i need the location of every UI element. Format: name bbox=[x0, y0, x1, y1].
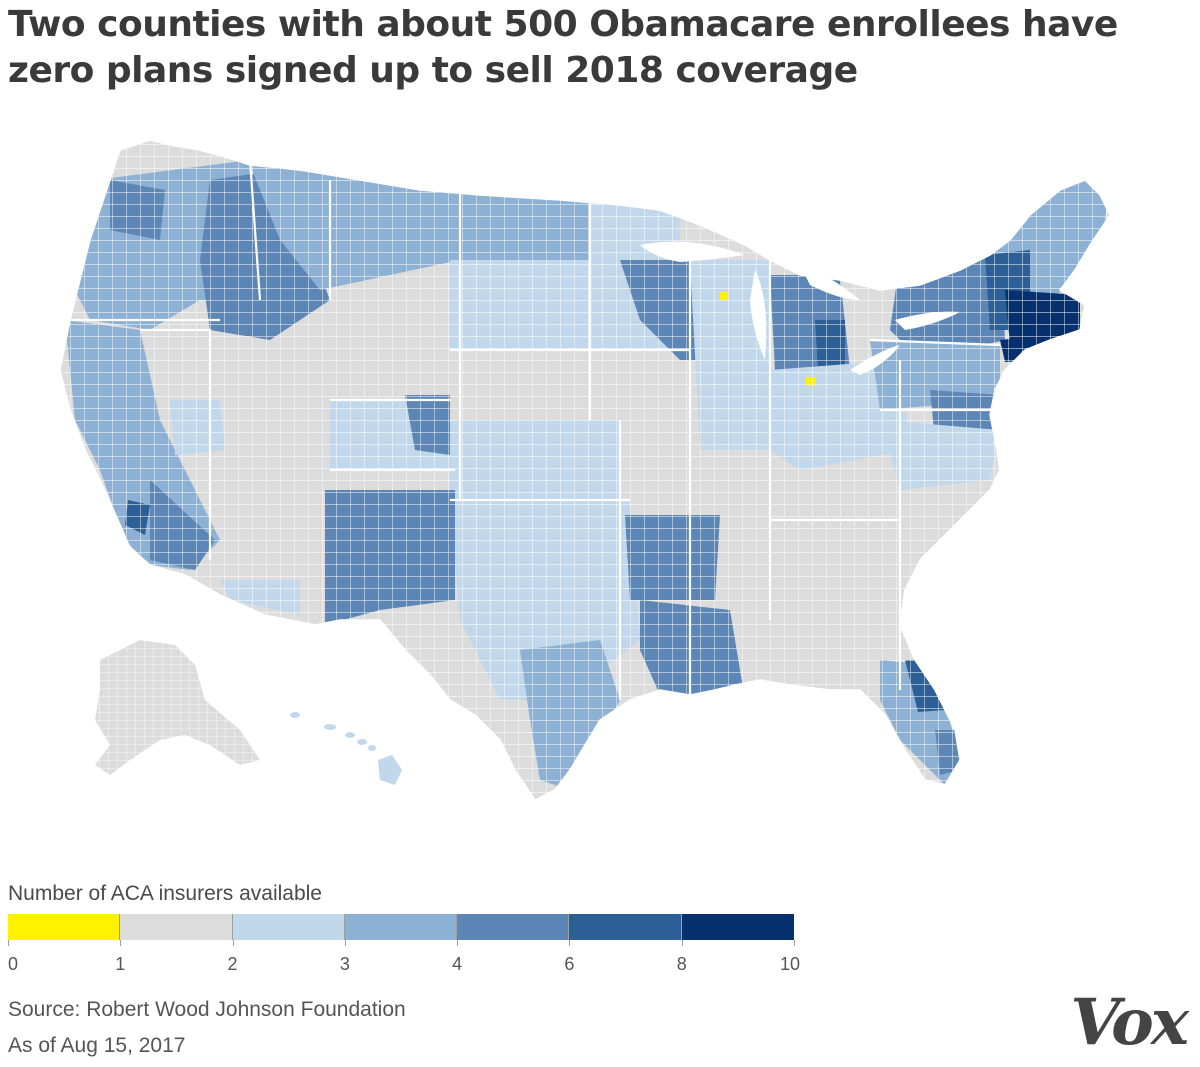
hawaii bbox=[290, 712, 402, 785]
legend-tick-label: 1 bbox=[115, 954, 126, 974]
legend-tick-label: 0 bbox=[8, 954, 19, 974]
legend-swatch bbox=[8, 914, 121, 940]
legend-tick-label: 4 bbox=[452, 954, 463, 974]
as-of-date: As of Aug 15, 2017 bbox=[8, 1034, 186, 1057]
legend-swatch bbox=[232, 914, 345, 940]
legend-swatch bbox=[569, 914, 682, 940]
vox-logo: Vox bbox=[1070, 985, 1189, 1060]
alaska bbox=[95, 640, 260, 775]
legend-tick-label: 2 bbox=[227, 954, 238, 974]
us-county-map bbox=[59, 139, 1111, 801]
legend-ticks: 0 1 2 3 4 6 8 10 bbox=[8, 940, 800, 980]
great-lakes bbox=[640, 241, 960, 375]
legend-swatch bbox=[457, 914, 570, 940]
legend-tick-label: 8 bbox=[676, 954, 687, 974]
legend-tick-label: 10 bbox=[779, 954, 801, 974]
legend-tick-label: 6 bbox=[564, 954, 575, 974]
legend-tick-label: 3 bbox=[339, 954, 350, 974]
state-borders bbox=[70, 159, 1001, 700]
source-note: Source: Robert Wood Johnson Foundation bbox=[8, 998, 406, 1021]
legend-swatch bbox=[120, 914, 233, 940]
legend-color-bar bbox=[8, 914, 794, 940]
legend-swatch bbox=[344, 914, 458, 940]
legend-title: Number of ACA insurers available bbox=[8, 882, 322, 905]
chart-title: Two counties with about 500 Obamacare en… bbox=[8, 4, 1118, 91]
legend-swatch bbox=[681, 914, 794, 940]
